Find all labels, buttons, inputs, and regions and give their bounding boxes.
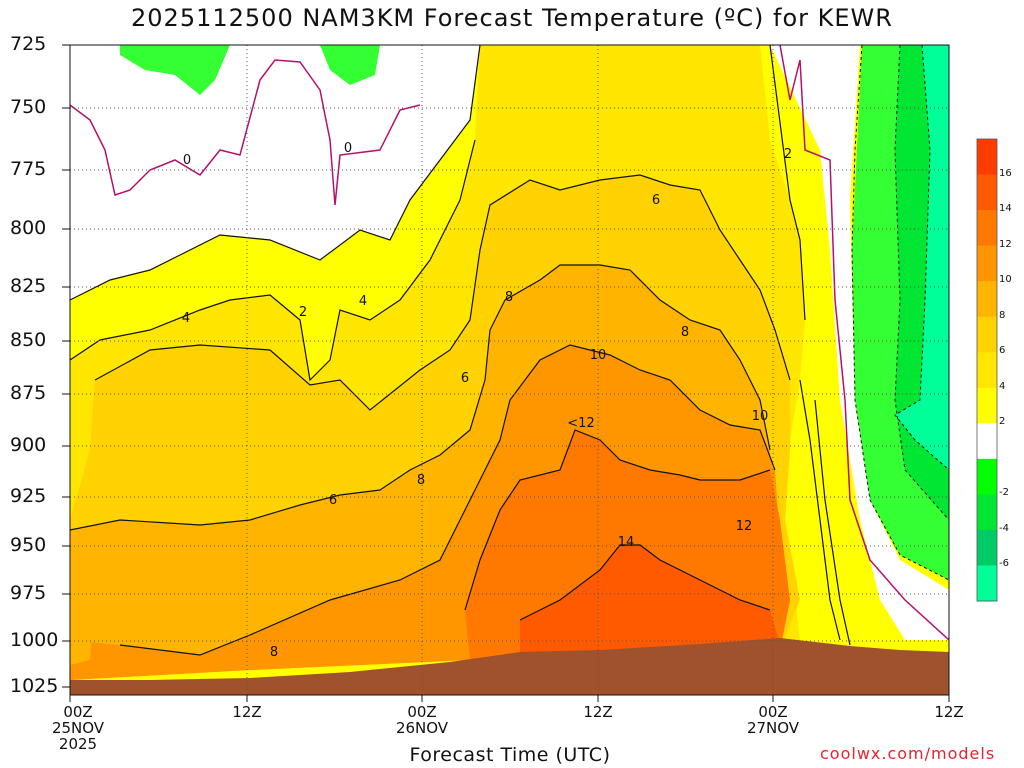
fill-0-2-upper: [70, 45, 480, 300]
contour-label: 14: [618, 535, 635, 550]
y-tick-label: 950: [10, 534, 47, 556]
contour-label: <12: [567, 416, 594, 431]
colorbar-swatch: [977, 458, 997, 495]
y-tick-label: 825: [10, 275, 47, 297]
contour-label: 0: [344, 141, 352, 156]
y-tick-label: 875: [10, 382, 47, 404]
x-axis-title: Forecast Time (UTC): [409, 744, 611, 766]
credit-link[interactable]: coolwx.com/models: [820, 744, 996, 763]
colorbar-swatch: [977, 281, 997, 318]
contour-label: 4: [182, 311, 190, 326]
colorbar-label: 6: [999, 345, 1006, 357]
colorbar-label: 16: [999, 167, 1012, 179]
colorbar-label: -4: [999, 522, 1009, 534]
contour-label: 0: [183, 153, 191, 168]
colorbar-swatch: [977, 139, 997, 176]
colorbar-swatch: [977, 387, 997, 424]
colorbar-swatch: [977, 529, 997, 566]
contour-label: 8: [270, 645, 278, 660]
contour-label: 8: [681, 325, 689, 340]
y-tick-label: 750: [10, 96, 47, 118]
terrain: [70, 638, 949, 695]
x-tick-label: 12Z: [583, 703, 613, 721]
contour-label: 6: [652, 193, 660, 208]
fill-left-pocket: [70, 605, 92, 665]
colorbar-swatch: [977, 210, 997, 247]
contour-labels: 0 0 2 2 4 4 6 6 6 8 8 8 8 10 10 <12 12 14: [182, 141, 792, 660]
fill-green-right-3: [895, 45, 949, 470]
x-tick-label: 12Z: [934, 703, 964, 721]
x-tick-label: 00Z 25NOV 2025: [51, 703, 105, 753]
y-tick-label: 1000: [10, 629, 59, 651]
colorbar-label: 10: [999, 274, 1012, 286]
contour-label: 12: [736, 519, 753, 534]
colorbar-swatch: [977, 245, 997, 282]
colorbar-label: 12: [999, 238, 1012, 250]
contour-label: 2: [784, 147, 792, 162]
colorbar-label: 4: [999, 380, 1006, 392]
colorbar-label: 8: [999, 309, 1006, 321]
fill-green-patch-1: [120, 45, 230, 95]
contour-label: 2: [299, 305, 307, 320]
colorbar-label: 2: [999, 416, 1006, 428]
fill-14-16: [520, 545, 780, 660]
colorbar-label: 14: [999, 203, 1012, 215]
page-title: 2025112500 NAM3KM Forecast Temperature (…: [131, 4, 893, 32]
colorbar-swatch: [977, 174, 997, 211]
y-tick-label: 900: [10, 434, 47, 456]
y-tick-label: 775: [10, 158, 47, 180]
y-tick-label: 800: [10, 217, 47, 239]
contour-label: 6: [329, 493, 337, 508]
plot-frame: [69, 44, 950, 696]
y-tick-label: 1025: [10, 675, 59, 697]
colorbar-swatch: [977, 494, 997, 531]
colorbar-swatch: [977, 316, 997, 353]
contour-label: 4: [359, 294, 367, 309]
y-tick-label: 975: [10, 582, 47, 604]
x-tick-label: 12Z: [232, 703, 262, 721]
contour-label: 8: [417, 473, 425, 488]
contour-label: 8: [505, 290, 513, 305]
fill-white-right: [770, 45, 949, 640]
colorbar-label: -6: [999, 558, 1009, 570]
colorbar-swatch: [977, 565, 997, 602]
colorbar-frame: [976, 138, 998, 602]
contour-label: 10: [752, 409, 769, 424]
x-tick-label: 00Z 26NOV: [395, 703, 449, 737]
fill-green-patch-2: [320, 45, 380, 85]
y-tick-label: 850: [10, 329, 47, 351]
y-tick-label: 925: [10, 485, 47, 507]
colorbar-label: -2: [999, 487, 1009, 499]
colorbar: [976, 138, 998, 602]
contour-label: 10: [590, 348, 607, 363]
colorbar-swatch: [977, 352, 997, 389]
contour-label: 6: [461, 371, 469, 386]
colorbar-swatch: [977, 423, 997, 460]
y-tick-label: 725: [10, 33, 47, 55]
x-tick-label: 00Z 27NOV: [746, 703, 800, 737]
